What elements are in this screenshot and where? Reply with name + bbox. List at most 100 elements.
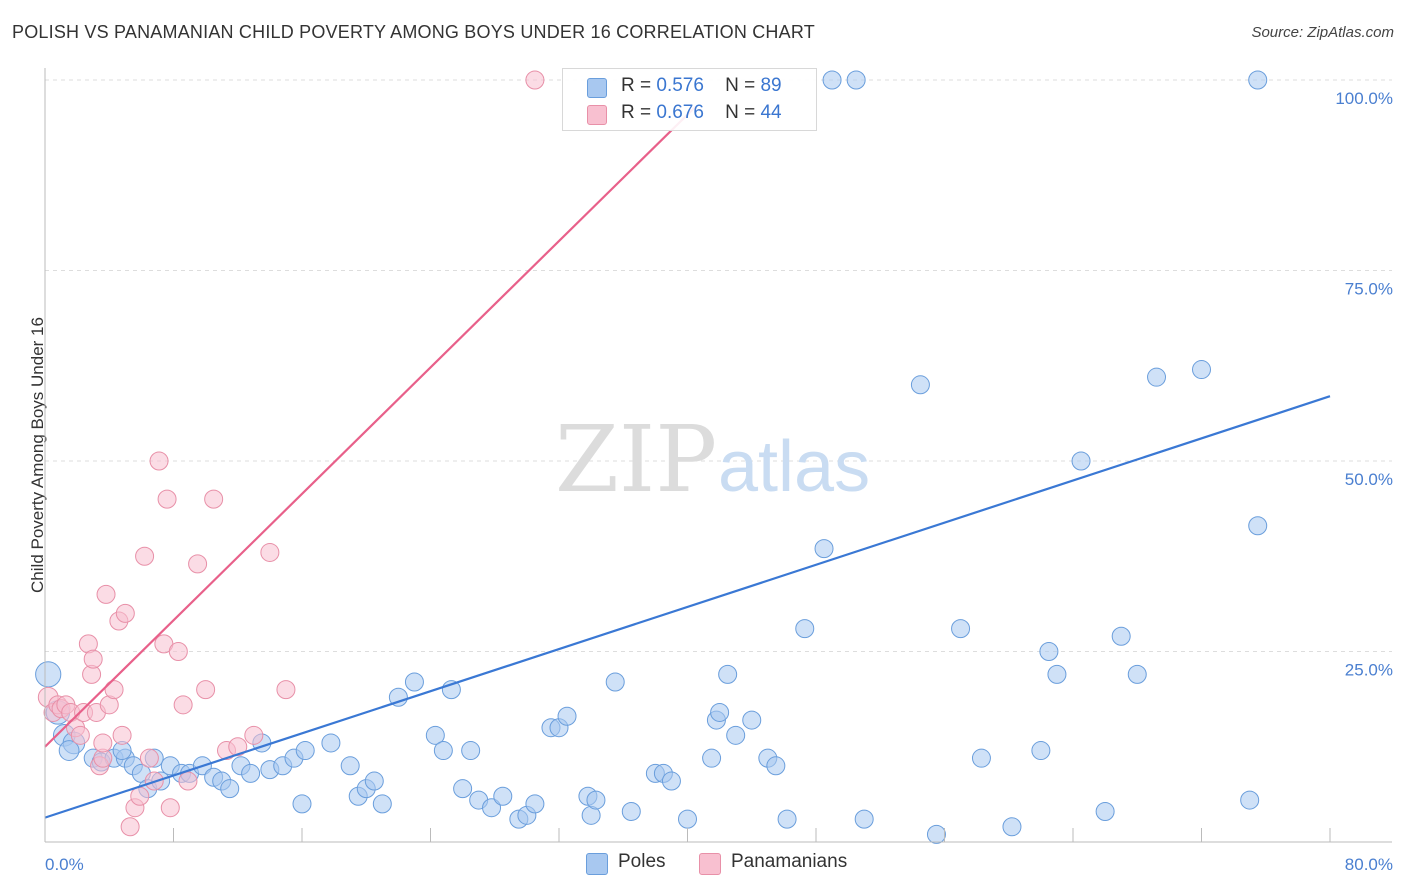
y-tick-label: 25.0% [1345, 661, 1393, 680]
legend-n-value: 44 [760, 102, 782, 123]
legend-n-label: N = [725, 75, 756, 96]
point-poles [777, 809, 797, 829]
point-panamanians [130, 786, 150, 806]
legend-swatch-poles [586, 853, 608, 875]
watermark-zip: ZIP [555, 406, 717, 513]
point-poles [557, 706, 577, 726]
point-panamanians [160, 798, 180, 818]
trend-line-poles [44, 395, 1331, 819]
y-tick-label: 75.0% [1345, 280, 1393, 299]
watermark-atlas: atlas [718, 427, 870, 507]
point-panamanians [96, 584, 116, 604]
point-poles [710, 702, 730, 722]
point-panamanians [83, 649, 103, 669]
point-panamanians [188, 554, 208, 574]
point-poles [951, 619, 971, 639]
point-poles [795, 619, 815, 639]
point-poles [814, 539, 834, 559]
point-panamanians [112, 725, 132, 745]
point-poles [854, 809, 874, 829]
chart-title: POLISH VS PANAMANIAN CHILD POVERTY AMONG… [12, 22, 815, 42]
point-poles [1240, 790, 1260, 810]
point-poles [292, 794, 312, 814]
y-tick-label: 100.0% [1335, 89, 1393, 108]
source-label: Source: ZipAtlas.com [1251, 24, 1394, 41]
point-poles [340, 756, 360, 776]
point-poles [910, 375, 930, 395]
point-poles [661, 771, 681, 791]
point-panamanians [204, 489, 224, 509]
point-poles [525, 794, 545, 814]
legend-label-panamanians: Panamanians [731, 851, 848, 872]
point-panamanians [149, 451, 169, 471]
legend-r-label: R = [621, 75, 652, 96]
trend-line-panamanians [44, 105, 697, 748]
point-poles [1248, 516, 1268, 536]
point-panamanians [196, 680, 216, 700]
point-poles [1111, 626, 1131, 646]
watermark: ZIP atlas [555, 406, 870, 513]
point-poles [742, 710, 762, 730]
point-poles [372, 794, 392, 814]
point-poles [822, 70, 842, 90]
point-poles [58, 740, 80, 761]
point-panamanians [168, 642, 188, 661]
point-poles [971, 748, 991, 768]
legend-label-poles: Poles [618, 851, 666, 872]
point-poles [35, 661, 62, 688]
point-poles [926, 824, 946, 844]
point-poles [1071, 451, 1091, 471]
point-poles [453, 779, 473, 799]
point-panamanians [525, 70, 545, 90]
gridlines [45, 79, 1392, 652]
point-poles [1127, 664, 1147, 684]
point-poles [605, 672, 625, 692]
point-poles [364, 771, 384, 791]
point-poles [678, 809, 697, 829]
point-poles [586, 790, 606, 810]
point-poles [425, 725, 445, 745]
point-panamanians [93, 733, 113, 753]
point-panamanians [139, 748, 159, 768]
point-panamanians [157, 489, 177, 509]
point-panamanians [178, 771, 198, 791]
legend-n-value: 89 [760, 75, 782, 96]
point-poles [493, 786, 513, 806]
point-poles [1248, 70, 1268, 90]
legend-text-poles: R = 0.576 N = 89 [621, 75, 782, 97]
data-points [35, 70, 1268, 844]
axes: 25.0% 50.0% 75.0% 100.0% 0.0% 80.0% [44, 68, 1393, 874]
point-poles [404, 672, 424, 692]
point-panamanians [244, 725, 264, 745]
point-poles [726, 725, 746, 745]
x-tick-label: 80.0% [1345, 855, 1393, 874]
point-poles [482, 798, 502, 818]
legend-swatch-poles [587, 78, 607, 98]
point-poles [241, 763, 261, 783]
legend-text-panamanians: R = 0.676 N = 44 [621, 102, 782, 124]
point-poles [433, 741, 453, 761]
point-poles [220, 779, 240, 799]
legend-swatch-panamanians [699, 853, 721, 875]
x-tick-label: 0.0% [45, 855, 84, 874]
point-poles [1147, 367, 1167, 387]
point-poles [321, 733, 341, 753]
y-tick-label: 50.0% [1345, 470, 1393, 489]
point-poles [846, 70, 866, 90]
point-poles [766, 756, 786, 776]
trend-lines [44, 105, 1331, 819]
point-panamanians [135, 546, 155, 566]
legend-swatch-panamanians [587, 105, 607, 125]
point-panamanians [70, 725, 90, 745]
point-panamanians [276, 680, 296, 700]
point-panamanians [120, 817, 140, 837]
point-panamanians [173, 695, 193, 715]
legend-r-value: 0.576 [656, 75, 704, 96]
point-poles [1002, 817, 1022, 837]
point-poles [1192, 360, 1211, 380]
point-poles [702, 748, 722, 768]
point-poles [1031, 741, 1051, 761]
point-poles [718, 664, 738, 684]
legend-r-label: R = [621, 102, 652, 123]
point-poles [388, 687, 408, 707]
